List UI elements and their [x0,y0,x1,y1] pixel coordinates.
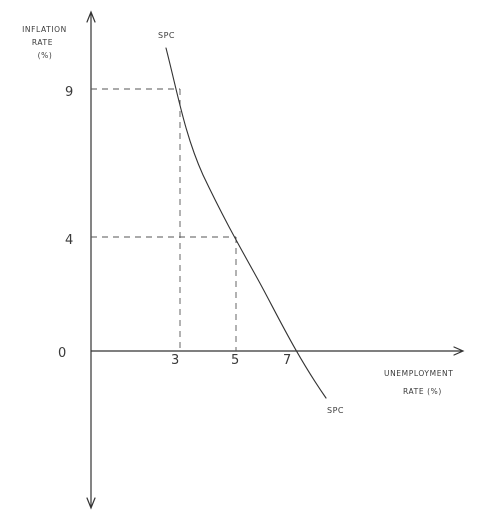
x-tick-label-3: 3 [171,353,179,368]
x-axis-title-line-2: RATE (%) [403,387,442,396]
x-tick-label-7: 7 [283,353,291,368]
y-axis-title-line-2: RATE [32,38,53,47]
y-axis-title: INFLATION RATE (%) [22,25,70,60]
y-axis-title-line-1: INFLATION [22,25,67,34]
x-axis-title: UNEMPLOYMENT RATE (%) [384,369,456,396]
y-tick-label-9: 9 [65,85,73,100]
axes [86,10,465,510]
x-tick-label-5: 5 [231,353,239,368]
y-axis-title-line-3: (%) [38,51,53,60]
y-axis-arrow-top [86,10,96,23]
y-tick-label-4: 4 [65,233,73,248]
x-axis-arrow [453,346,465,356]
y-axis-arrow-bottom [86,497,96,510]
origin-label: 0 [58,346,66,361]
x-axis-title-line-1: UNEMPLOYMENT [384,369,453,378]
spc-label-top: SPC [158,31,175,40]
guide-lines [91,88,237,351]
spc-label-bottom: SPC [327,406,344,415]
spc-curve [165,47,327,399]
